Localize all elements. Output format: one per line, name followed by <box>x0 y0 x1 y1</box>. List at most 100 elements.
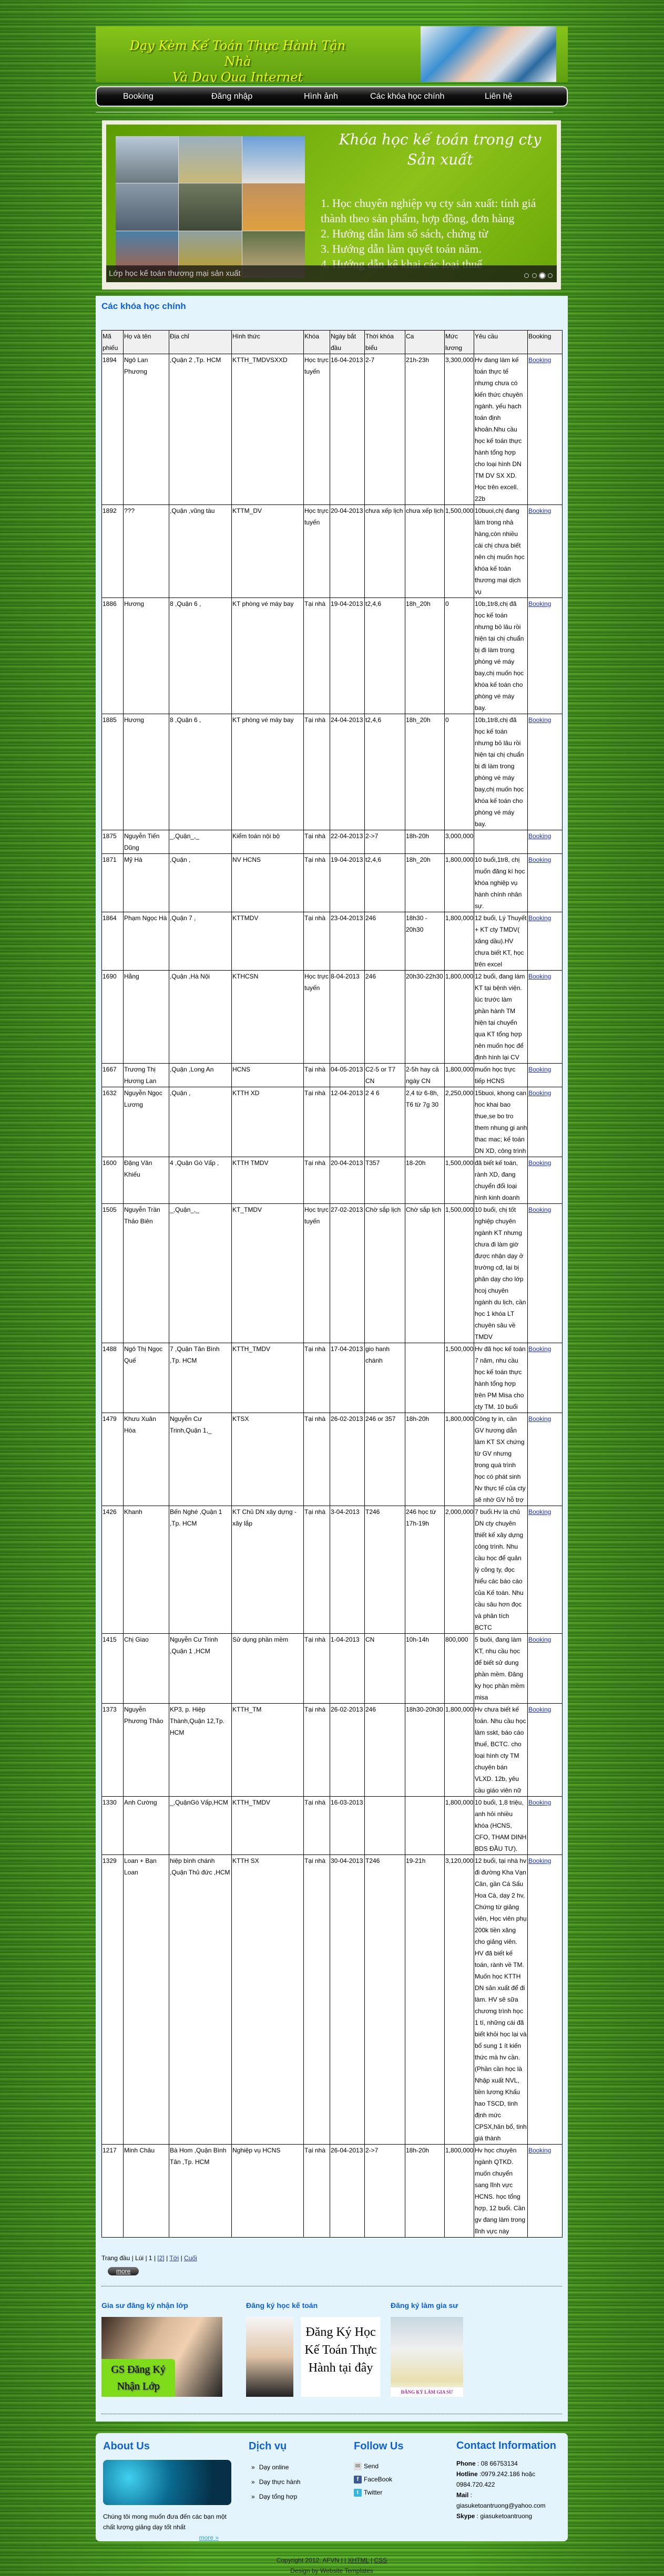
booking-link[interactable]: Booking <box>528 1857 551 1864</box>
booking-link[interactable]: Booking <box>528 1706 551 1713</box>
booking-link[interactable]: Booking <box>528 1066 551 1073</box>
pager-page-2[interactable]: [2] <box>157 2254 165 2262</box>
slide[interactable]: Khóa học kế toán trong cty Sản xuất 1. Họ… <box>106 125 557 282</box>
booking-link[interactable]: Booking <box>528 1206 551 1213</box>
table-cell: 2->7 <box>364 2144 405 2238</box>
table-cell: t2,4,6 <box>364 853 405 912</box>
booking-link[interactable]: Booking <box>528 973 551 980</box>
table-cell: 1667 <box>101 1063 124 1087</box>
follow-send[interactable]: ✉ Send <box>354 2460 456 2473</box>
table-row: 1632 Nguyễn Ngọc Lương ,Quận , KTTH XD Tại n… <box>101 1087 563 1157</box>
table-cell: KT phòng vé máy bay <box>231 597 304 714</box>
promo-image[interactable]: ĐĂNG KÝ LÀM GIA SƯ <box>391 2317 463 2397</box>
booking-link[interactable]: Booking <box>528 507 551 514</box>
promo-image[interactable]: GS Đăng Ký Nhận Lớp <box>101 2317 222 2397</box>
table-cell: 18h_20h <box>405 597 445 714</box>
booking-link[interactable]: Booking <box>528 856 551 863</box>
booking-link[interactable]: Booking <box>528 1159 551 1167</box>
column-header: Họ và tên <box>123 330 169 354</box>
promo-become-tutor: Đăng ký làm gia sư ĐĂNG KÝ LÀM GIA SƯ <box>391 2301 535 2410</box>
email[interactable]: giasuketoantruong@yahoo.com <box>456 2502 546 2509</box>
table-cell: Nguyễn Trần Thảo Biên <box>123 1203 169 1343</box>
service-link[interactable]: Dạy online <box>249 2460 354 2475</box>
table-cell: ,Quận 7 , <box>169 912 232 971</box>
nav-gallery[interactable]: Hình ảnh <box>304 91 338 101</box>
table-cell: Hv chưa biết kế toán. Nhu cầu học làm ss… <box>474 1703 528 1797</box>
booking-link[interactable]: Booking <box>528 716 551 724</box>
table-cell: Loan + Bạn Loan <box>123 1854 169 2145</box>
css-link[interactable]: CSS <box>374 2557 387 2564</box>
booking-cell: Booking <box>527 912 563 971</box>
booking-link[interactable]: Booking <box>528 1508 551 1516</box>
site-logo[interactable]: Dạy Kèm Kế Toán Thực Hành Tận Nhà Và Dạy … <box>129 38 346 82</box>
nav-courses[interactable]: Các khóa học chính <box>370 91 445 101</box>
nav-login[interactable]: Đăng nhập <box>211 91 253 101</box>
table-cell: 1488 <box>101 1343 124 1413</box>
table-cell: ,Quận ,Long An <box>169 1063 232 1087</box>
booking-link[interactable]: Booking <box>528 1089 551 1097</box>
booking-link[interactable]: Booking <box>528 600 551 607</box>
table-cell: 1217 <box>101 2144 124 2238</box>
booking-link[interactable]: Booking <box>528 2147 551 2154</box>
slide-dot[interactable] <box>540 273 545 278</box>
booking-link[interactable]: Booking <box>528 832 551 840</box>
table-cell: Tại nhà <box>303 912 330 971</box>
table-cell: Ngô Thị Ngọc Quế <box>123 1343 169 1413</box>
follow-facebook[interactable]: f FaceBook <box>354 2473 456 2486</box>
table-cell: Tại nhà <box>303 1796 330 1855</box>
table-cell: Tại nhà <box>303 714 330 830</box>
table-cell: 3-04-2013 <box>330 1506 365 1634</box>
table-cell: 18h30-20h30 <box>405 1703 445 1797</box>
table-cell: 1885 <box>101 714 124 830</box>
slide-dot[interactable] <box>548 273 553 278</box>
booking-link[interactable]: Booking <box>528 914 551 922</box>
slide-dot[interactable] <box>524 273 529 278</box>
booking-link[interactable]: Booking <box>528 1415 551 1423</box>
service-link[interactable]: Dạy tổng hợp <box>249 2489 354 2504</box>
table-cell: 1886 <box>101 597 124 714</box>
table-cell: T357 <box>364 1157 405 1204</box>
booking-link[interactable]: Booking <box>528 1636 551 1643</box>
table-cell: NV HCNS <box>231 853 304 912</box>
table-cell: Minh Châu <box>123 2144 169 2238</box>
booking-link[interactable]: Booking <box>528 356 551 364</box>
column-header: Địa chỉ <box>169 330 232 354</box>
about-more-link[interactable]: more » <box>199 2534 219 2541</box>
page: Dạy Kèm Kế Toán Thực Hành Tận Nhà Và Dạy … <box>96 0 568 2576</box>
promo-image[interactable]: Đăng Ký Học Kế Toán Thực Hành tại đây <box>246 2317 381 2397</box>
table-row: 1892??? ,Quận ,vũng tàu KTTM_DV Học trực tu… <box>101 504 563 598</box>
more-button[interactable]: more <box>108 2267 139 2275</box>
table-cell: 1,500,000 <box>444 1157 474 1204</box>
pager-next[interactable]: Tới <box>169 2254 179 2262</box>
table-cell: KTHCSN <box>231 970 304 1064</box>
table-cell: Tại nhà <box>303 2144 330 2238</box>
follow-twitter[interactable]: t Twitter <box>354 2486 456 2499</box>
pager-last[interactable]: Cuối <box>184 2254 197 2262</box>
xhtml-link[interactable]: XHTML <box>348 2557 369 2564</box>
table-cell: 1,800,000 <box>444 1796 474 1855</box>
service-link[interactable]: Dạy thực hành <box>249 2475 354 2489</box>
slide-dot[interactable] <box>532 273 537 278</box>
nav-contact[interactable]: Liên hệ <box>485 91 513 101</box>
table-cell: 1479 <box>101 1413 124 1506</box>
content: Các khóa học chính Mã phiếu Họ và tên Địa … <box>96 296 568 2422</box>
table-row: 1373 Nguyễn Phương Thảo KP3, p. Hiệp Thành… <box>101 1703 563 1797</box>
booking-link[interactable]: Booking <box>528 1345 551 1353</box>
table-cell: Nguyễn Tiến Dũng <box>123 830 169 854</box>
table-cell: Hương <box>123 597 169 714</box>
column-header: Ca <box>405 330 445 354</box>
nav-booking[interactable]: Booking <box>123 91 154 101</box>
table-cell: 0 <box>444 714 474 830</box>
table-cell: 19-04-2013 <box>330 853 365 912</box>
table-cell: _,Quận_,_ <box>169 830 232 854</box>
table-cell: 1,800,000 <box>444 1703 474 1797</box>
table-cell: Học trực tuyến <box>303 504 330 598</box>
booking-link[interactable]: Booking <box>528 1799 551 1806</box>
table-cell: Tại nhà <box>303 853 330 912</box>
table-cell: ,Quận , <box>169 1087 232 1157</box>
table-cell: Học trực tuyến <box>303 354 330 505</box>
table-cell: 7 ,Quận Tân Bình ,Tp. HCM <box>169 1343 232 1413</box>
slide-dots <box>524 273 553 278</box>
table-cell: 18-20h <box>405 1157 445 1204</box>
table-cell: 246 or 357 <box>364 1413 405 1506</box>
